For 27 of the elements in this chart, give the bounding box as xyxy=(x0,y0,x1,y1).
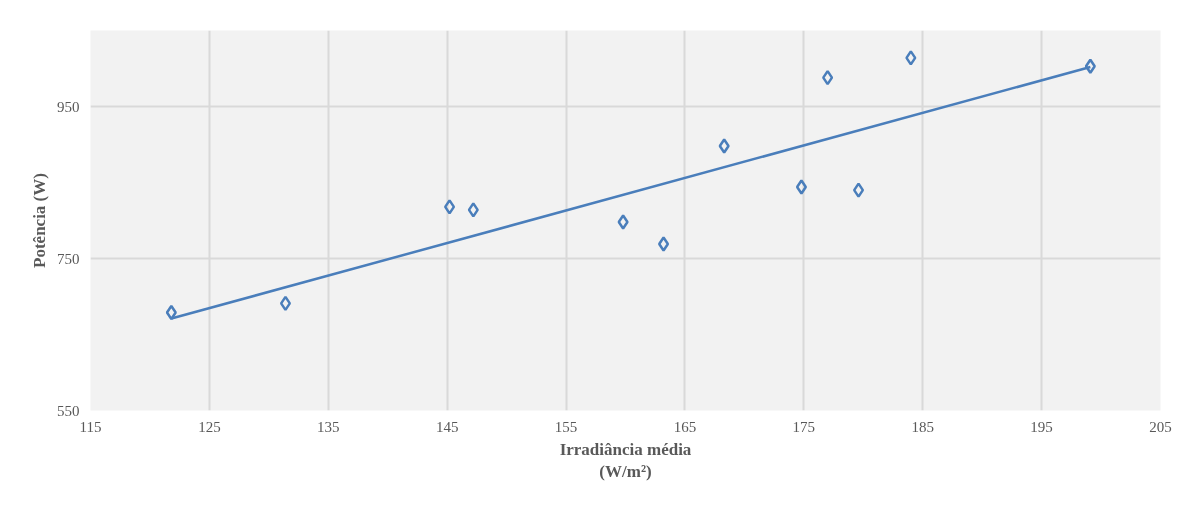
x-tick-label: 135 xyxy=(317,418,340,435)
x-axis-title: Irradiância média (W/m²) xyxy=(559,439,692,482)
y-axis-title: Potência (W) xyxy=(30,173,49,268)
point xyxy=(165,304,177,321)
point xyxy=(443,199,456,215)
x-tick-label: 175 xyxy=(792,418,816,435)
point xyxy=(718,138,730,154)
point xyxy=(657,236,670,252)
point xyxy=(905,50,917,66)
point xyxy=(795,179,808,195)
point xyxy=(1084,58,1096,74)
x-tick-label: 185 xyxy=(911,418,934,435)
x-tick-label: 145 xyxy=(435,418,459,435)
x-tick-label: 195 xyxy=(1030,418,1053,435)
y-tick-label: 750 xyxy=(57,250,80,267)
x-tick-label: 165 xyxy=(673,418,697,435)
y-tick-label: 950 xyxy=(57,98,80,115)
point xyxy=(822,69,834,86)
point xyxy=(279,295,292,312)
x-tick-label: 125 xyxy=(198,418,221,435)
y-tick-label: 550 xyxy=(57,402,80,419)
point xyxy=(852,182,865,198)
point xyxy=(467,202,479,218)
x-tick-label: 205 xyxy=(1149,418,1172,435)
point xyxy=(617,214,629,230)
x-tick-label: 115 xyxy=(79,418,102,435)
x-tick-label: 155 xyxy=(554,418,578,435)
